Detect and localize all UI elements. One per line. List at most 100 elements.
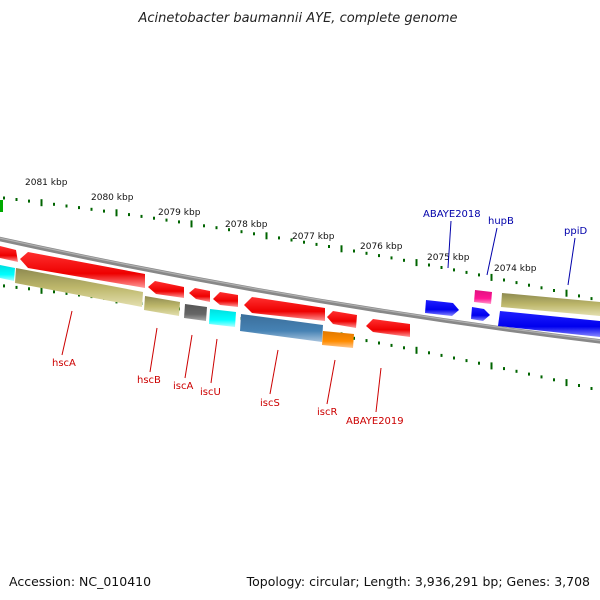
- inner-ring-tick: [453, 356, 455, 360]
- outer-ring-tick: [265, 232, 268, 240]
- outer-ring-tick: [503, 278, 505, 282]
- inner-ring-tick: [365, 339, 368, 343]
- label-abaye2018: ABAYE2018: [423, 209, 481, 220]
- gene-hupb[interactable]: [474, 290, 492, 304]
- outer-ring-tick: [53, 202, 55, 206]
- tick-label-2080: 2080 kbp: [91, 193, 134, 203]
- gene-abaye2019[interactable]: [366, 319, 410, 337]
- gene-iscu-red[interactable]: [213, 292, 238, 307]
- inner-ring-tick: [353, 336, 355, 340]
- label-iscs: iscS: [260, 398, 280, 409]
- gene-ppid[interactable]: [498, 311, 600, 337]
- feature-iscu-cyan[interactable]: [209, 309, 236, 327]
- feature-hsca-olive[interactable]: [15, 268, 143, 307]
- inner-ring-tick: [378, 341, 380, 345]
- outer-ring-tick: [465, 270, 468, 274]
- gene-small-blue[interactable]: [471, 307, 490, 321]
- inner-ring-tick: [428, 351, 430, 355]
- leader-abaye2019: [375, 367, 382, 413]
- inner-ring-tick: [465, 359, 468, 363]
- outer-ring-tick: [240, 230, 243, 234]
- outer-ring-tick: [153, 216, 155, 220]
- outer-ring-tick: [440, 266, 443, 269]
- outer-ring-tick: [478, 273, 480, 277]
- outer-ring-tick: [128, 213, 130, 217]
- gene-hsca-red[interactable]: [20, 252, 145, 288]
- outer-ring-tick: [290, 238, 293, 242]
- gene-iscs-red[interactable]: [244, 297, 325, 321]
- outer-ring-tick: [340, 245, 343, 253]
- accession-text: Accession: NC_010410: [9, 574, 151, 589]
- outer-ring-tick: [578, 294, 580, 298]
- gene-labels: hscA hscB iscA iscU iscS iscR ABAYE2019 …: [52, 209, 587, 427]
- outer-ring-tick: [90, 207, 93, 211]
- inner-ring-tick: [28, 287, 30, 291]
- outer-ring-tick: [178, 220, 180, 224]
- inner-ring-tick: [565, 379, 568, 387]
- outer-ring-tick: [28, 199, 30, 203]
- outer-tick-ring: [3, 196, 593, 301]
- outer-ring-tick: [453, 268, 455, 272]
- label-abaye2019: ABAYE2019: [346, 416, 404, 427]
- outer-ring-tick: [40, 199, 43, 207]
- outer-ring-tick: [215, 226, 218, 230]
- outer-ring-tick: [228, 228, 230, 232]
- feature-isca-gray[interactable]: [184, 304, 207, 321]
- label-iscu: iscU: [200, 387, 221, 398]
- feature-iscs-steel[interactable]: [240, 314, 323, 342]
- outer-ring-tick: [115, 209, 118, 217]
- gene-left-red[interactable]: [0, 246, 18, 262]
- leader-ppid: [567, 237, 576, 286]
- outer-ring-tick: [78, 206, 80, 210]
- forward-strand-features: [0, 200, 600, 337]
- label-hscb: hscB: [137, 375, 161, 386]
- outer-ring-tick: [403, 258, 405, 262]
- outer-ring-tick: [315, 242, 318, 246]
- feature-hscb-olive[interactable]: [144, 296, 180, 316]
- outer-ring-tick: [390, 256, 393, 260]
- outer-ring-tick: [415, 259, 418, 267]
- label-hsca: hscA: [52, 358, 76, 369]
- gene-isca-red[interactable]: [189, 288, 210, 302]
- genome-backbone: [0, 236, 600, 344]
- outer-ring-tick: [328, 245, 330, 248]
- outer-ring-tick: [540, 286, 543, 290]
- inner-ring-tick: [440, 353, 443, 357]
- inner-ring-tick: [3, 284, 5, 288]
- outer-ring-tick: [365, 251, 368, 255]
- gene-hscb-red[interactable]: [148, 281, 184, 298]
- inner-ring-tick: [490, 362, 493, 370]
- outer-ring-tick: [490, 273, 493, 281]
- outer-ring-tick: [190, 220, 193, 228]
- leader-hupb: [486, 227, 498, 276]
- label-leaders: [61, 220, 576, 413]
- tick-label-2078: 2078 kbp: [225, 220, 268, 230]
- outer-ring-tick: [65, 204, 68, 208]
- leader-iscr: [326, 359, 336, 405]
- leader-abaye2018: [447, 220, 452, 269]
- leader-hscb: [149, 327, 158, 373]
- outer-ring-tick: [515, 281, 518, 285]
- leader-iscs: [269, 349, 279, 395]
- feature-cyan-left[interactable]: [0, 265, 15, 281]
- reverse-strand-features: [0, 246, 410, 337]
- outer-ring-tick: [103, 209, 105, 213]
- inner-ring-tick: [553, 378, 555, 382]
- inner-ring-tick: [403, 346, 405, 350]
- tick-label-2076: 2076 kbp: [360, 242, 403, 252]
- inner-ring-tick: [15, 285, 18, 289]
- label-isca: iscA: [173, 381, 193, 392]
- gene-iscr-red[interactable]: [327, 311, 357, 328]
- inner-ring-tick: [40, 286, 43, 294]
- tick-label-2074: 2074 kbp: [494, 264, 537, 274]
- feature-iscr-orange[interactable]: [322, 331, 354, 348]
- genome-summary-text: Topology: circular; Length: 3,936,291 bp…: [246, 574, 590, 589]
- gene-abaye2018[interactable]: [425, 300, 459, 316]
- inner-ring-tick: [65, 291, 68, 295]
- leader-isca: [184, 334, 193, 379]
- gene-ppid-olive[interactable]: [501, 293, 600, 316]
- inner-ring-tick: [590, 387, 593, 390]
- label-iscr: iscR: [317, 407, 337, 418]
- outer-ring-tick: [590, 297, 593, 301]
